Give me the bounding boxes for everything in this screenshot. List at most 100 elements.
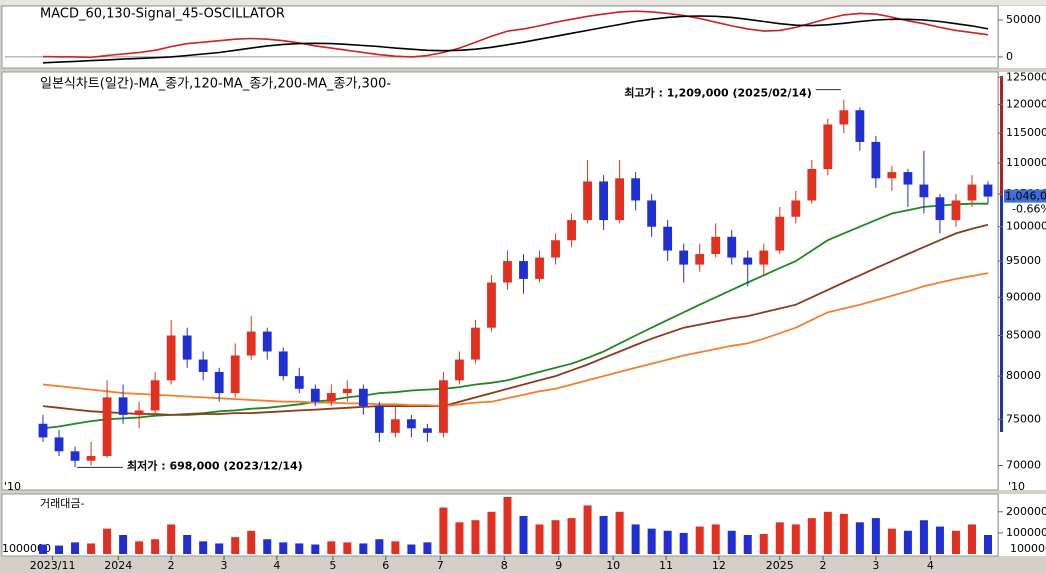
candle-body — [775, 216, 785, 251]
volume-bar — [711, 524, 720, 554]
volume-bar — [903, 530, 912, 554]
volume-bar — [919, 520, 928, 554]
candle-body — [439, 380, 448, 433]
volume-bar — [807, 518, 816, 554]
y-tick-label: 75000 — [1006, 412, 1041, 425]
candle-body — [839, 110, 849, 125]
volume-bar — [279, 542, 288, 554]
candle-body — [118, 397, 128, 415]
y-tick-label: 110000 — [1006, 156, 1046, 169]
candle-body — [423, 428, 432, 433]
volume-bar — [343, 542, 352, 554]
candle-body — [230, 355, 240, 394]
unit-label: 1000000 — [1010, 542, 1046, 555]
candle-body — [695, 254, 705, 265]
candle-body — [727, 236, 737, 258]
volume-bar — [519, 516, 528, 554]
candle-body — [342, 388, 352, 394]
y-tick-label: 200000 — [1006, 505, 1046, 518]
candle-body — [102, 397, 112, 457]
candle-body — [759, 250, 769, 265]
volume-bar — [199, 541, 208, 554]
volume-bar — [439, 507, 448, 554]
x-tick-label: 2 — [168, 559, 175, 572]
volume-bar — [231, 537, 240, 554]
candle-body — [791, 200, 801, 217]
candle-body — [390, 419, 400, 433]
series-line — [42, 10, 989, 59]
y-tick-label: 100000 — [1006, 220, 1046, 233]
candle-body — [86, 456, 96, 461]
volume-bar — [407, 544, 416, 554]
volume-bar — [151, 539, 160, 554]
volume-bar — [935, 526, 944, 554]
y-tick-label: 115000 — [1006, 126, 1046, 139]
candle-body — [262, 331, 272, 352]
y-tick-label: 90000 — [1006, 290, 1041, 303]
volume-bar — [327, 541, 336, 554]
volume-bar — [743, 535, 752, 554]
volume-bar — [727, 530, 736, 554]
last-change: -0.66% — [1012, 203, 1046, 216]
x-tick-label: 2023/11 — [30, 559, 76, 572]
candle-body — [647, 200, 657, 227]
volume-bar — [119, 535, 128, 554]
candle-body — [198, 359, 208, 372]
candle-body — [967, 184, 977, 201]
price-title: 일본식차트(일간)-MA_종가,120-MA_종가,200-MA_종가,300- — [40, 77, 391, 92]
volume-bar — [263, 539, 272, 554]
candle-body — [935, 197, 945, 221]
volume-bar — [39, 544, 48, 554]
volume-bar — [167, 524, 176, 554]
high-label: 최고가 : 1,209,000 (2025/02/14) — [624, 86, 812, 100]
y-tick-label: 120000 — [1006, 98, 1046, 111]
candle-body — [134, 410, 144, 415]
candle-body — [519, 261, 528, 279]
candle-body — [983, 184, 993, 197]
ma-line — [42, 223, 989, 416]
x-tick-label: 7 — [437, 559, 444, 572]
candle-body — [455, 359, 464, 381]
candle-body — [855, 110, 865, 142]
candle-body — [358, 388, 368, 407]
candle-body — [823, 124, 833, 170]
volume-bar — [967, 524, 976, 554]
y-tick-label: 80000 — [1006, 369, 1041, 382]
volume-bar — [679, 532, 688, 554]
candle-body — [38, 423, 48, 438]
volume-bar — [663, 530, 672, 554]
volume-bar — [71, 542, 80, 554]
candle-body — [54, 437, 64, 452]
candle-body — [551, 240, 560, 258]
volume-bar — [295, 543, 304, 554]
candle-body — [310, 388, 320, 402]
candle-body — [471, 327, 480, 360]
volume-bar — [551, 520, 560, 554]
volume-bar — [599, 516, 608, 554]
volume-bar — [471, 520, 480, 554]
volume-bar — [759, 533, 768, 554]
volume-bar — [423, 542, 432, 554]
candle-body — [615, 178, 625, 221]
x-tick-label: 3 — [872, 559, 879, 572]
x-tick-label: 4 — [927, 559, 934, 572]
volume-bar — [615, 511, 624, 554]
y-tick-label: 125000 — [1006, 70, 1046, 83]
ma-line — [42, 272, 989, 408]
volume-bar — [87, 543, 96, 554]
scale-label: '10 — [4, 480, 21, 493]
volume-bar — [567, 518, 576, 554]
volume-bar — [247, 530, 256, 554]
candle-body — [278, 351, 288, 377]
x-tick-label: 12 — [712, 559, 726, 572]
candle-body — [487, 282, 496, 328]
candle-body — [743, 257, 753, 265]
scale-label: '10 — [1008, 480, 1025, 493]
candle-body — [406, 419, 416, 429]
candle-body — [951, 200, 961, 221]
volume-axis — [999, 494, 1046, 556]
x-tick-label: 2 — [820, 559, 827, 572]
candle-body — [246, 331, 256, 356]
candle-body — [294, 376, 304, 389]
volume-bar — [183, 535, 192, 554]
